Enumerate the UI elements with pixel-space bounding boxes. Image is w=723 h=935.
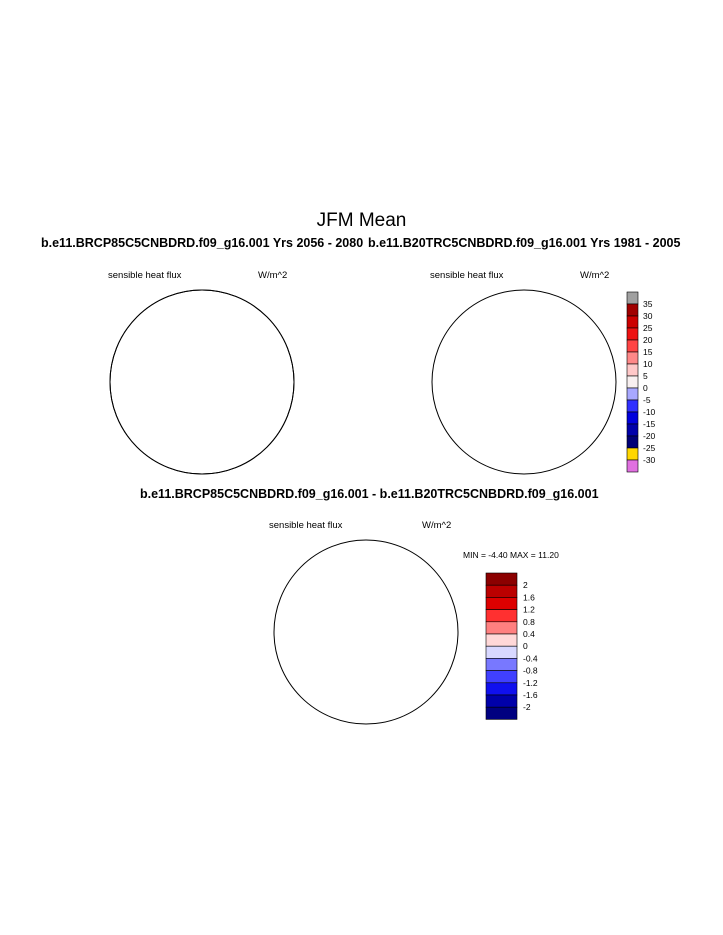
colorbar-mean-tick-label: -20 [643, 431, 656, 441]
colorbar-diff-tick-label: 0.4 [523, 629, 535, 639]
colorbar-diff-swatch [485, 682, 518, 696]
colorbar-mean-tick-label: -5 [643, 395, 651, 405]
colorbar-mean-swatch [626, 351, 639, 365]
colorbar-diff-tick-label: -0.4 [523, 653, 538, 663]
panel-2-variable-label: sensible heat flux [430, 270, 504, 281]
colorbar-diff-swatch [485, 694, 518, 708]
colorbar-mean-tick-label: 20 [643, 335, 653, 345]
difference-variable-label: sensible heat flux [269, 520, 343, 531]
colorbar-diff-swatch [485, 670, 518, 684]
difference-units-label: W/m^2 [422, 520, 452, 531]
colorbar-diff-swatch [485, 609, 518, 623]
colorbar-diff-swatch [485, 706, 518, 720]
colorbar-mean-swatch [626, 315, 639, 329]
colorbar-mean-swatch [626, 303, 639, 317]
colorbar-mean-swatch [626, 363, 639, 377]
colorbar-mean-tick-label: -15 [643, 419, 656, 429]
map-panel-difference [273, 539, 459, 725]
colorbar-diff-tick-label: 2 [523, 580, 528, 590]
colorbar-mean-tick-label: 5 [643, 371, 648, 381]
colorbar-mean-tick-label: -30 [643, 455, 656, 465]
min-max-readout: MIN = -4.40 MAX = 11.20 [463, 550, 559, 560]
colorbar-diff-swatch [485, 645, 518, 659]
panel-2-case-title: b.e11.B20TRC5CNBDRD.f09_g16.001 Yrs 1981… [368, 236, 681, 250]
panel-1-case-title: b.e11.BRCP85C5CNBDRD.f09_g16.001 Yrs 205… [41, 236, 364, 250]
colorbar-mean-swatch [626, 339, 639, 353]
colorbar-mean-swatch [626, 327, 639, 341]
colorbar-diff-tick-label: -2 [523, 702, 531, 712]
colorbar-diff-tick-label: -0.8 [523, 666, 538, 676]
colorbar-mean: 35 30 25 20 15 10 5 0 -5 -10 -15 -20 -25 -30 [626, 291, 656, 473]
colorbar-mean-swatch [626, 375, 639, 389]
colorbar-diff-swatch [485, 633, 518, 647]
colorbar-diff-tick-label: 1.6 [523, 592, 535, 602]
colorbar-mean-tick-label: -25 [643, 443, 656, 453]
colorbar-diff-tick-label: 0 [523, 641, 528, 651]
colorbar-diff-tick-label: 0.8 [523, 617, 535, 627]
colorbar-diff: 2 1.6 1.2 0.8 0.4 0 -0.4 -0.8 -1.2 -1.6 -2 [485, 572, 538, 720]
min-value: -4.40 [488, 550, 508, 560]
colorbar-mean-swatch [626, 399, 639, 413]
colorbar-mean-tick-label: 0 [643, 383, 648, 393]
colorbar-diff-tick-label: -1.6 [523, 690, 538, 700]
colorbar-mean-swatch [626, 423, 639, 437]
panel-1-variable-label: sensible heat flux [108, 270, 182, 281]
max-value: 11.20 [538, 550, 559, 560]
colorbar-mean-tick-label: 35 [643, 299, 653, 309]
map-panel-1 [109, 289, 295, 475]
max-label: MAX = [510, 550, 536, 560]
colorbar-diff-tick-label: 1.2 [523, 605, 535, 615]
min-label: MIN = [463, 550, 486, 560]
colorbar-mean-tick-label: 25 [643, 323, 653, 333]
colorbar-diff-tick-label: -1.2 [523, 678, 538, 688]
colorbar-mean-tick-label: 15 [643, 347, 653, 357]
page-title: JFM Mean [316, 210, 407, 231]
colorbar-mean-tick-label: -10 [643, 407, 656, 417]
colorbar-mean-swatch [626, 435, 639, 449]
panel-1-units-label: W/m^2 [258, 270, 288, 281]
colorbar-diff-swatch [485, 621, 518, 635]
map-panel-2 [431, 289, 617, 475]
colorbar-mean-swatch [626, 291, 639, 305]
colorbar-mean-swatch [626, 447, 639, 461]
colorbar-diff-swatch [485, 584, 518, 598]
colorbar-mean-swatch [626, 387, 639, 401]
panel-2-units-label: W/m^2 [580, 270, 610, 281]
colorbar-mean-tick-label: 30 [643, 311, 653, 321]
colorbar-diff-swatch [485, 597, 518, 610]
difference-case-title: b.e11.BRCP85C5CNBDRD.f09_g16.001 - b.e11… [140, 487, 599, 501]
colorbar-mean-swatch [626, 411, 639, 425]
colorbar-mean-swatch [626, 459, 639, 473]
colorbar-mean-tick-label: 10 [643, 359, 653, 369]
colorbar-diff-swatch [485, 572, 518, 586]
colorbar-diff-swatch [485, 658, 518, 671]
